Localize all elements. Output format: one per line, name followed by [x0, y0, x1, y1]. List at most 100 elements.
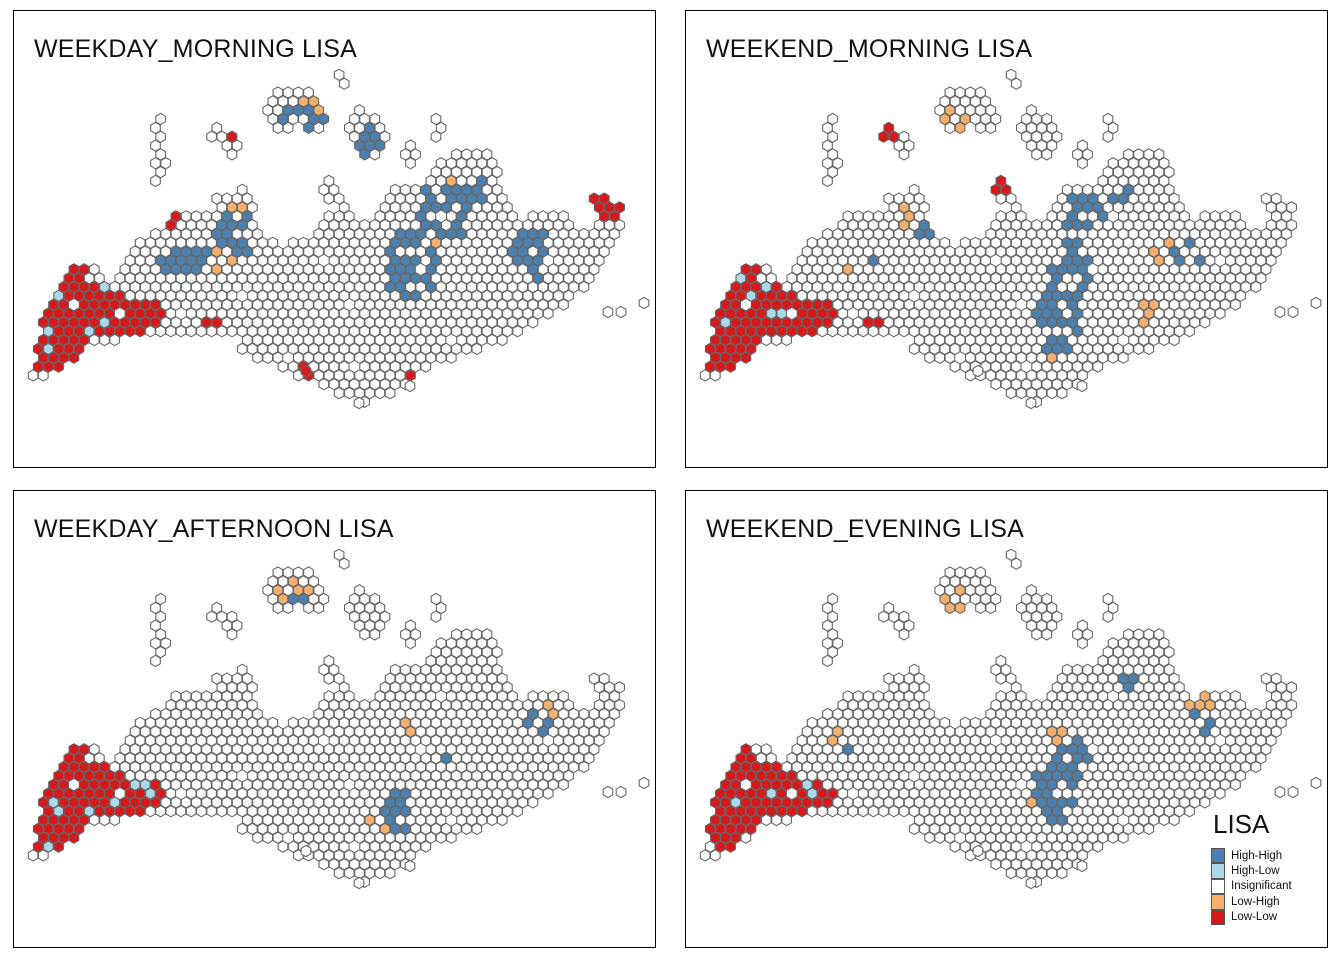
hex-cell-high-high — [1072, 769, 1083, 783]
hex-cell-low-low — [740, 813, 752, 827]
hex-cell-insignificant — [975, 333, 986, 347]
hex-cell-insignificant — [1123, 289, 1134, 303]
hex-cell-insignificant — [420, 698, 432, 712]
hex-cell-insignificant — [1225, 289, 1236, 303]
hex-cell-insignificant — [980, 112, 991, 126]
hex-cell-insignificant — [1015, 725, 1027, 738]
hex-cell-insignificant — [939, 289, 951, 303]
hex-cell-insignificant — [1031, 377, 1042, 391]
hex-cell-insignificant — [817, 769, 828, 783]
hex-map — [699, 68, 1322, 410]
hex-cell-insignificant — [364, 351, 376, 364]
hex-cell-insignificant — [313, 245, 325, 258]
hex-cell-high-high — [226, 218, 238, 232]
hex-cell-insignificant — [888, 218, 900, 232]
hex-cell-high-high — [1056, 333, 1068, 347]
hex-cell-insignificant — [1265, 201, 1277, 214]
hex-cell-insignificant — [1128, 725, 1139, 738]
hex-cell-insignificant — [461, 769, 472, 783]
hex-cell-insignificant — [420, 307, 432, 320]
hex-cell-insignificant — [150, 654, 161, 668]
hex-cell-insignificant — [1097, 743, 1109, 756]
hex-cell-insignificant — [1199, 316, 1211, 329]
hex-cell-insignificant — [1082, 681, 1093, 694]
hex-cell-insignificant — [1270, 725, 1282, 738]
hex-cell-insignificant — [1031, 592, 1042, 606]
hex-cell-insignificant — [1240, 263, 1252, 276]
hex-cell-insignificant — [354, 351, 365, 364]
hex-cell-insignificant — [1097, 725, 1109, 738]
hex-cell-insignificant — [1189, 743, 1201, 756]
hex-cell-insignificant — [466, 156, 478, 170]
hex-cell-insignificant — [970, 592, 981, 606]
hex-cell-insignificant — [369, 857, 381, 871]
hex-cell-high-high — [308, 112, 319, 126]
hex-cell-insignificant — [1056, 831, 1068, 844]
hex-cell-high-high — [410, 289, 421, 303]
hex-cell-low-low — [745, 787, 757, 800]
hex-cell-low-low — [604, 201, 615, 214]
hex-cell-insignificant — [1036, 725, 1048, 738]
hex-cell-insignificant — [822, 725, 833, 738]
hex-cell-insignificant — [262, 725, 274, 738]
hex-cell-insignificant — [614, 681, 625, 694]
hex-cell-low-low — [68, 831, 80, 844]
hex-cell-insignificant — [211, 725, 223, 738]
hex-cell-high-high — [369, 130, 381, 143]
hex-cell-insignificant — [410, 698, 421, 712]
hex-cell-insignificant — [440, 787, 452, 800]
hex-cell-insignificant — [394, 743, 406, 756]
hex-cell-insignificant — [139, 263, 151, 276]
hex-cell-insignificant — [1117, 636, 1129, 650]
hex-cell-insignificant — [481, 201, 493, 214]
hex-cell-insignificant — [1128, 156, 1139, 170]
hex-cell-insignificant — [1235, 289, 1246, 303]
hex-cell-insignificant — [944, 333, 956, 347]
hex-cell-insignificant — [760, 813, 772, 827]
hex-cell-insignificant — [491, 289, 503, 303]
hex-cell-low-low — [740, 743, 752, 756]
hex-cell-insignificant — [328, 377, 340, 391]
hex-cell-insignificant — [563, 769, 574, 783]
hex-cell-insignificant — [837, 218, 849, 232]
hex-cell-insignificant — [970, 112, 981, 126]
hex-cell-insignificant — [1005, 245, 1017, 258]
hex-cell-low-high — [1184, 698, 1195, 712]
hex-cell-insignificant — [995, 725, 1007, 738]
hex-cell-insignificant — [216, 787, 228, 800]
hex-cell-insignificant — [333, 813, 345, 827]
hex-cell-insignificant — [1102, 289, 1114, 303]
hex-cell-insignificant — [888, 324, 900, 338]
hex-cell-insignificant — [1235, 698, 1246, 712]
hex-cell-insignificant — [354, 245, 365, 258]
hex-cell-insignificant — [1128, 636, 1139, 650]
hex-cell-insignificant — [1036, 813, 1048, 827]
hex-cell-insignificant — [481, 787, 493, 800]
hex-cell-insignificant — [1092, 307, 1104, 320]
hex-cell-insignificant — [461, 681, 472, 694]
hex-cell-insignificant — [602, 305, 614, 319]
hex-cell-insignificant — [924, 333, 935, 347]
hex-cell-low-low — [78, 743, 90, 756]
hex-cell-insignificant — [364, 245, 376, 258]
hex-cell-insignificant — [944, 566, 956, 579]
hex-cell-insignificant — [699, 369, 711, 382]
hex-cell-insignificant — [1286, 698, 1297, 712]
hex-cell-insignificant — [1117, 156, 1129, 170]
hex-cell-insignificant — [638, 296, 650, 310]
hex-cell-insignificant — [954, 725, 966, 738]
hex-cell-insignificant — [593, 218, 605, 232]
hex-cell-insignificant — [1005, 743, 1017, 756]
hex-cell-insignificant — [1123, 769, 1134, 783]
hex-cell-insignificant — [995, 245, 1007, 258]
hex-cell-insignificant — [1021, 698, 1032, 712]
hex-cell-insignificant — [201, 725, 212, 738]
hex-cell-insignificant — [343, 866, 355, 880]
hex-cell-insignificant — [300, 844, 312, 858]
hex-cell-low-high — [1194, 698, 1206, 712]
hex-cell-insignificant — [206, 787, 217, 800]
hex-cell-insignificant — [512, 324, 523, 338]
hex-cell-insignificant — [323, 813, 335, 827]
hex-cell-insignificant — [1265, 218, 1277, 232]
hex-cell-insignificant — [512, 698, 523, 712]
